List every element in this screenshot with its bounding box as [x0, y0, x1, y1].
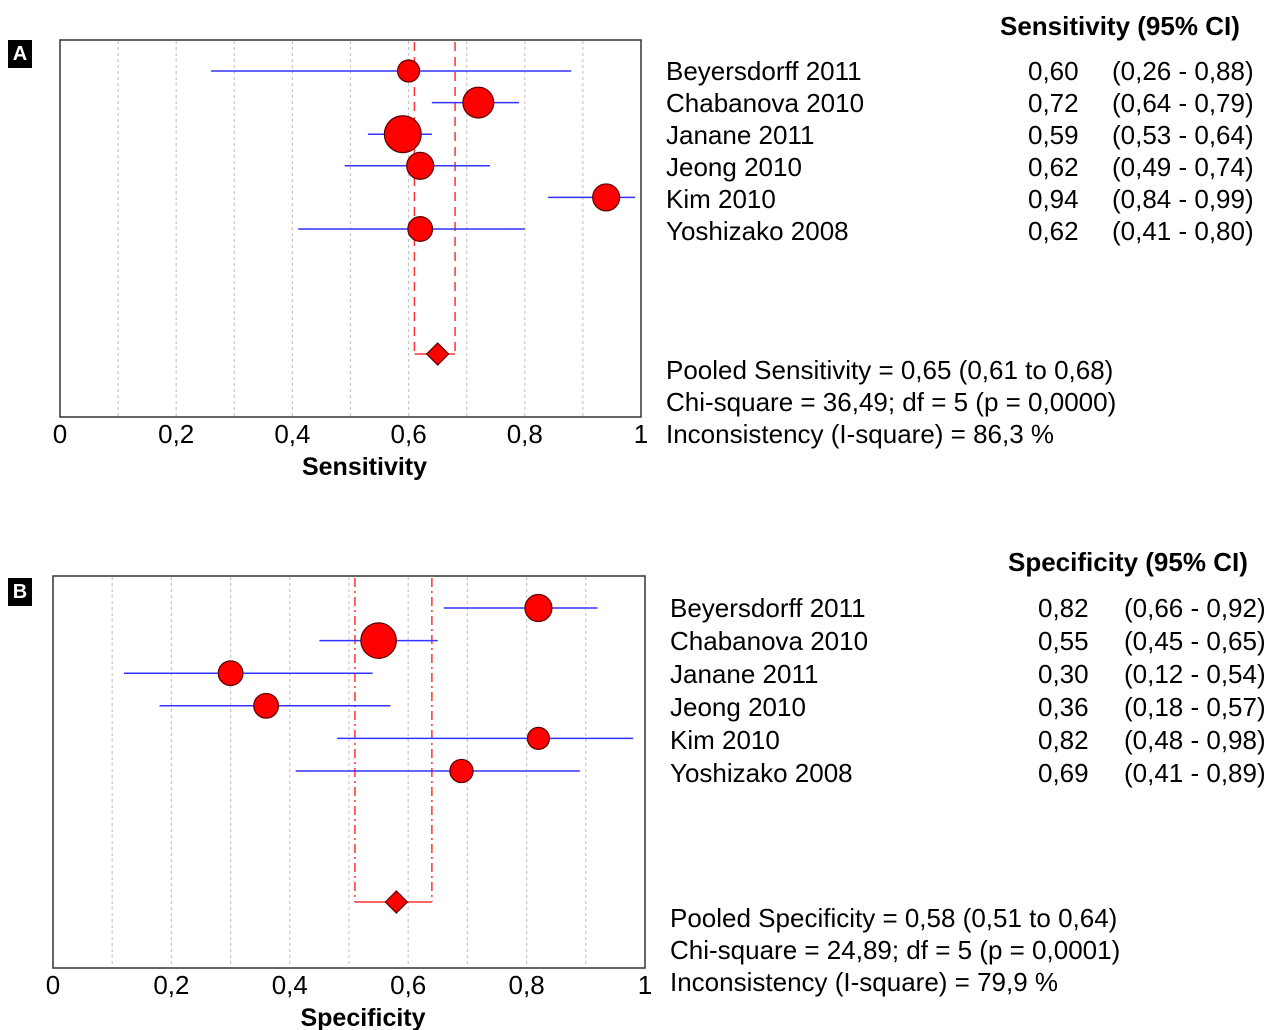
study-ci: (0,84 - 0,99): [1112, 184, 1254, 214]
study-point: [407, 216, 434, 242]
study-name: Kim 2010: [666, 184, 776, 214]
study-estimate: 0,72: [1028, 88, 1079, 118]
study-name: Jeong 2010: [666, 152, 802, 182]
study-name: Chabanova 2010: [666, 88, 865, 118]
study-point: [449, 758, 474, 784]
study-point: [526, 726, 551, 750]
x-tick-label: 1: [634, 419, 648, 449]
study-ci: (0,48 - 0,98): [1124, 725, 1266, 755]
x-tick-label: 0,6: [390, 970, 426, 1000]
study-estimate: 0,62: [1028, 152, 1079, 182]
x-tick-label: 0,2: [158, 419, 194, 449]
x-tick-label: 0: [53, 419, 67, 449]
table-header: Specificity (95% CI): [1008, 547, 1248, 577]
specificity-stats: Pooled Specificity = 0,58 (0,51 to 0,64)…: [670, 902, 1120, 998]
forest-panel-sensitivity: A 0 0,2 0,4 0,6 0,8 1 Sensitivity Sensitivity …: [0, 0, 1284, 500]
x-tick-label: 1: [638, 970, 652, 1000]
x-tick-label: 0,8: [509, 970, 545, 1000]
study-point: [383, 115, 422, 154]
study-ci: (0,26 - 0,88): [1112, 56, 1254, 86]
study-estimate: 0,60: [1028, 56, 1079, 86]
pooled-diamond: [384, 890, 409, 914]
study-name: Kim 2010: [670, 725, 780, 755]
forest-panel-specificity: B 0 0,2 0,4 0,6 0,8 1 Specificity Specificity …: [0, 540, 1284, 1030]
study-name: Beyersdorff 2011: [670, 593, 866, 623]
table-header: Sensitivity (95% CI): [1000, 11, 1240, 41]
study-estimate: 0,55: [1038, 626, 1089, 656]
x-tick-label: 0,8: [507, 419, 543, 449]
study-ci: (0,18 - 0,57): [1124, 692, 1266, 722]
study-point: [360, 622, 397, 659]
sensitivity-stats: Pooled Sensitivity = 0,65 (0,61 to 0,68)…: [666, 354, 1116, 450]
study-name: Janane 2011: [670, 659, 819, 689]
study-point: [253, 692, 280, 719]
x-tick-label: 0,4: [274, 419, 310, 449]
pooled-stat: Pooled Sensitivity = 0,65 (0,61 to 0,68): [666, 355, 1114, 385]
study-estimate: 0,36: [1038, 692, 1089, 722]
study-estimate: 0,59: [1028, 120, 1079, 150]
study-point: [217, 660, 244, 687]
study-name: Jeong 2010: [670, 692, 806, 722]
study-name: Yoshizako 2008: [670, 758, 853, 788]
study-ci: (0,53 - 0,64): [1112, 120, 1254, 150]
study-point: [406, 151, 435, 180]
x-axis-label: Sensitivity: [302, 453, 427, 481]
study-point: [592, 183, 621, 212]
sensitivity-table: Sensitivity (95% CI) Beyersdorff 2011 0,6…: [666, 0, 1284, 260]
chi-square-stat: Chi-square = 24,89; df = 5 (p = 0,0001): [670, 935, 1121, 965]
specificity-forest-plot: 0 0,2 0,4 0,6 0,8 1 Specificity: [46, 575, 652, 1030]
study-estimate: 0,30: [1038, 659, 1089, 689]
inconsistency-stat: Inconsistency (I-square) = 86,3 %: [666, 419, 1055, 449]
study-point: [524, 593, 553, 623]
study-name: Chabanova 2010: [670, 626, 869, 656]
study-estimate: 0,82: [1038, 593, 1089, 623]
panel-label: A: [8, 40, 32, 68]
study-name: Janane 2011: [666, 120, 815, 150]
study-ci: (0,12 - 0,54): [1124, 659, 1266, 689]
study-estimate: 0,94: [1028, 184, 1079, 214]
inconsistency-stat: Inconsistency (I-square) = 79,9 %: [670, 967, 1059, 997]
study-ci: (0,41 - 0,89): [1124, 758, 1266, 788]
pooled-diamond: [425, 342, 450, 366]
x-tick-label: 0,6: [391, 419, 427, 449]
study-estimate: 0,82: [1038, 725, 1089, 755]
study-point: [397, 59, 421, 83]
x-axis-label: Specificity: [300, 1004, 425, 1030]
study-estimate: 0,62: [1028, 216, 1079, 246]
study-ci: (0,64 - 0,79): [1112, 88, 1254, 118]
panel-label: B: [8, 578, 32, 606]
study-estimate: 0,69: [1038, 758, 1089, 788]
x-tick-label: 0: [46, 970, 60, 1000]
x-tick-label: 0,4: [272, 970, 308, 1000]
chi-square-stat: Chi-square = 36,49; df = 5 (p = 0,0000): [666, 387, 1117, 417]
x-tick-label: 0,2: [153, 970, 189, 1000]
sensitivity-forest-plot: 0 0,2 0,4 0,6 0,8 1 Sensitivity: [53, 39, 648, 481]
specificity-table: Specificity (95% CI) Beyersdorff 2011 0,8…: [670, 540, 1284, 800]
study-point: [462, 86, 495, 119]
study-ci: (0,45 - 0,65): [1124, 626, 1266, 656]
study-name: Yoshizako 2008: [666, 216, 849, 246]
study-ci: (0,49 - 0,74): [1112, 152, 1254, 182]
study-ci: (0,41 - 0,80): [1112, 216, 1254, 246]
pooled-stat: Pooled Specificity = 0,58 (0,51 to 0,64): [670, 903, 1118, 933]
study-name: Beyersdorff 2011: [666, 56, 862, 86]
study-ci: (0,66 - 0,92): [1124, 593, 1266, 623]
